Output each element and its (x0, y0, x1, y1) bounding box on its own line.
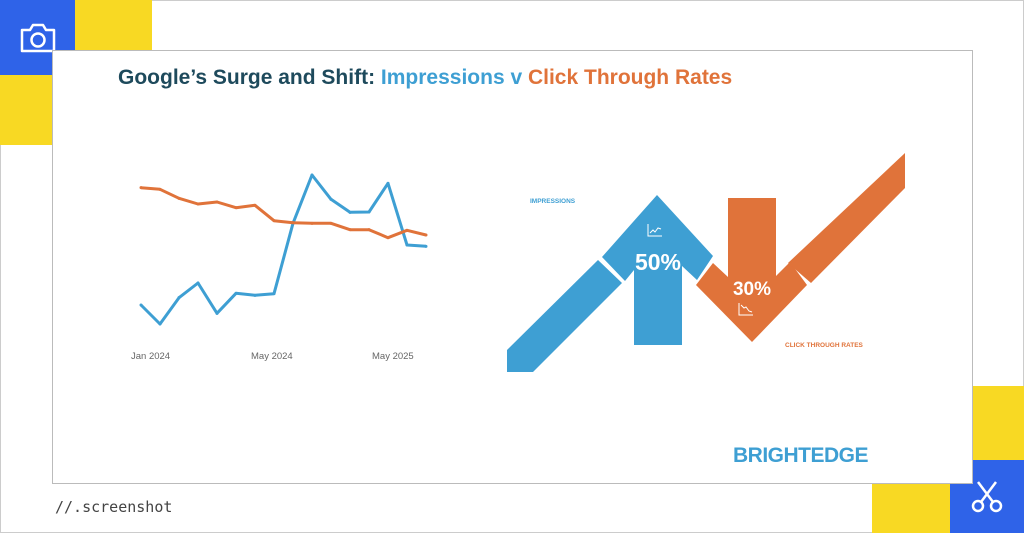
data-point (215, 311, 219, 315)
data-point (177, 196, 181, 200)
ctr-change: 30% (733, 279, 771, 300)
data-point (367, 228, 371, 232)
data-point (405, 228, 409, 232)
x-tick-label: May 2025 (372, 351, 414, 362)
data-point (291, 221, 295, 225)
scissors-icon (971, 480, 1003, 512)
data-point (386, 236, 390, 240)
data-point (272, 292, 276, 296)
data-point (253, 293, 257, 297)
impressions-label: IMPRESSIONS (530, 198, 576, 205)
ctr-down-arrow (696, 198, 807, 342)
data-point (234, 291, 238, 295)
data-point (139, 303, 143, 307)
data-point (348, 210, 352, 214)
data-point (272, 219, 276, 223)
x-tick-label: May 2024 (251, 351, 293, 362)
trend-down-icon (738, 303, 753, 316)
data-point (253, 203, 257, 207)
data-point (329, 197, 333, 201)
footer-watermark: //.screenshot (55, 498, 173, 516)
data-point (424, 244, 428, 248)
data-point (177, 296, 181, 300)
data-point (196, 202, 200, 206)
data-point (386, 181, 390, 185)
data-point (158, 322, 162, 326)
data-point (196, 281, 200, 285)
data-point (310, 221, 314, 225)
data-point (234, 206, 238, 210)
chart-title: Google’s Surge and Shift: Impressions v … (118, 66, 733, 89)
ctr-series-line (140, 186, 427, 240)
data-point (329, 221, 333, 225)
camera-icon (20, 23, 55, 52)
data-point (367, 210, 371, 214)
ctr-band (788, 153, 905, 283)
data-point (405, 243, 409, 247)
trend-up-icon (647, 224, 662, 237)
data-point (310, 173, 314, 177)
data-point (424, 233, 428, 237)
impressions-series-line (139, 173, 427, 326)
ctr-label: CLICK THROUGH RATES (785, 342, 864, 349)
impressions-band (507, 260, 622, 372)
data-point (215, 200, 219, 204)
data-point (348, 228, 352, 232)
x-tick-label: Jan 2024 (131, 351, 170, 362)
impressions-change: 50% (635, 249, 681, 275)
impressions-up-arrow (602, 195, 713, 345)
data-point (158, 187, 162, 191)
data-point (139, 186, 143, 190)
brand-logo: BRIGHTEDGE (733, 444, 869, 467)
